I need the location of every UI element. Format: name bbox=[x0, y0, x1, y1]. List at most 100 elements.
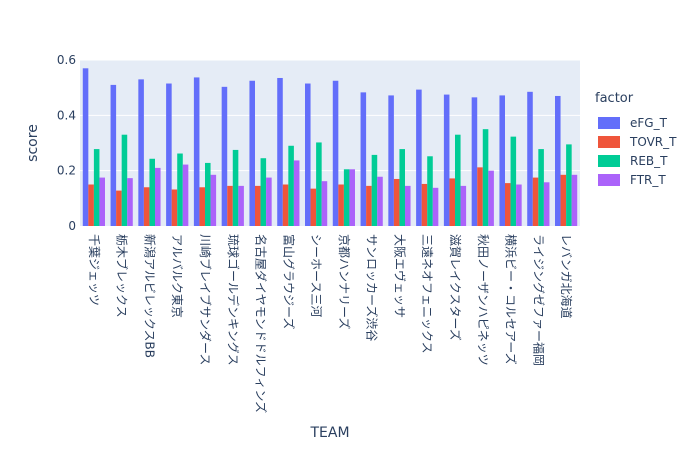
bar-tovr-t bbox=[477, 167, 483, 226]
bar-efg-t bbox=[499, 95, 505, 226]
x-tick-label: 横浜ビー・コルセアーズ bbox=[504, 234, 519, 365]
bar-ftr-t bbox=[432, 187, 439, 226]
x-tick-label: 川崎ブレイブサンダース bbox=[198, 234, 213, 365]
x-axis-title: TEAM bbox=[309, 425, 349, 441]
bar-tovr-t bbox=[255, 185, 261, 226]
bar-ftr-t bbox=[266, 177, 272, 226]
y-tick-label: 0 bbox=[68, 219, 76, 233]
plot-background bbox=[80, 60, 580, 226]
grid-lines bbox=[80, 59, 580, 172]
bar-reb-t bbox=[427, 156, 433, 226]
bar-reb-t bbox=[232, 149, 239, 226]
bar-reb-t bbox=[177, 153, 183, 226]
x-axis-ticks: 千葉ジェッツ 栃木ブレックス 新潟アルビレックスBB アルバルク東京 川崎ブレイブサンダ… bbox=[87, 234, 574, 413]
bar-ftr-t bbox=[405, 185, 411, 226]
bar-reb-t bbox=[93, 149, 100, 226]
bar-efg-t bbox=[221, 86, 228, 226]
y-tick-label: 0.2 bbox=[57, 164, 76, 178]
x-tick-label: 栃木ブレックス bbox=[115, 234, 130, 318]
bar-ftr-t bbox=[543, 182, 550, 226]
x-tick-label: 三遠ネオフェニックス bbox=[420, 234, 434, 354]
bar-efg-t bbox=[443, 94, 450, 226]
bar-tovr-t bbox=[560, 174, 567, 226]
bar-efg-t bbox=[416, 89, 422, 226]
bar-efg-t bbox=[555, 95, 561, 226]
bar-efg-t bbox=[138, 79, 144, 226]
bar-tovr-t bbox=[310, 188, 317, 226]
bar-reb-t bbox=[121, 134, 128, 226]
bar-ftr-t bbox=[488, 170, 494, 226]
bar-ftr-t bbox=[127, 178, 133, 226]
bar-ftr-t bbox=[155, 167, 161, 226]
bar-ftr-t bbox=[349, 169, 355, 226]
x-tick-label: 秋田ノーザンハピネッツ bbox=[476, 234, 490, 366]
bar-efg-t bbox=[110, 84, 117, 227]
bar-efg-t bbox=[332, 80, 339, 226]
x-tick-label: シーホース三河 bbox=[309, 234, 323, 317]
bar-ftr-t bbox=[516, 184, 522, 226]
legend-label: FTR_T bbox=[630, 173, 666, 187]
x-tick-label: 名古屋ダイヤモンドドルフィンズ bbox=[254, 234, 269, 413]
x-tick-label: 滋賀レイクスターズ bbox=[448, 234, 463, 341]
bar-efg-t bbox=[360, 92, 367, 227]
bar-reb-t bbox=[260, 158, 267, 226]
bar-efg-t bbox=[82, 68, 89, 226]
y-tick-label: 0.4 bbox=[57, 108, 76, 122]
bar-reb-t bbox=[482, 129, 489, 226]
bar-ftr-t bbox=[293, 160, 300, 226]
bar-tovr-t bbox=[421, 183, 428, 226]
bar-ftr-t bbox=[210, 174, 217, 226]
y-tick-label: 0.6 bbox=[57, 53, 76, 67]
bar-efg-t bbox=[471, 97, 478, 226]
bar-reb-t bbox=[371, 154, 378, 226]
legend-swatch bbox=[598, 155, 620, 167]
legend-label: eFG_T bbox=[630, 116, 668, 130]
bar-ftr-t bbox=[460, 185, 467, 226]
bar-efg-t bbox=[277, 77, 283, 226]
bar-reb-t bbox=[566, 144, 572, 226]
bar-efg-t bbox=[166, 83, 172, 227]
x-tick-label: 大阪エヴェッサ bbox=[392, 234, 407, 318]
bar-tovr-t bbox=[116, 190, 122, 226]
x-tick-label: 京都ハンナリーズ bbox=[337, 234, 352, 329]
bar-efg-t bbox=[193, 77, 200, 227]
bars bbox=[82, 68, 578, 227]
bar-tovr-t bbox=[282, 184, 289, 226]
bar-tovr-t bbox=[88, 184, 94, 226]
bar-efg-t bbox=[249, 80, 255, 226]
y-axis-ticks: 0 0.2 0.4 0.6 bbox=[57, 53, 76, 233]
x-tick-label: レバンガ北海道 bbox=[559, 234, 574, 319]
legend: factor eFG_T TOVR_T REB_T FTR_T bbox=[595, 91, 677, 187]
bar-reb-t bbox=[399, 149, 405, 226]
bar-tovr-t bbox=[227, 185, 233, 226]
legend-label: TOVR_T bbox=[629, 135, 677, 149]
bar-ftr-t bbox=[182, 164, 189, 226]
bar-tovr-t bbox=[143, 187, 150, 226]
bar-ftr-t bbox=[321, 181, 328, 226]
x-tick-label: ライジングゼファー福岡 bbox=[531, 234, 546, 366]
x-tick-label: 富山グラウジーズ bbox=[281, 234, 296, 329]
bar-tovr-t bbox=[338, 184, 344, 226]
x-tick-label: アルバルク東京 bbox=[170, 234, 184, 318]
bar-reb-t bbox=[205, 162, 211, 226]
bar-tovr-t bbox=[366, 185, 372, 226]
x-tick-label: 新潟アルビレックスBB bbox=[142, 234, 157, 358]
bar-ftr-t bbox=[238, 185, 244, 226]
bar-reb-t bbox=[149, 158, 155, 226]
x-tick-label: 琉球ゴールデンキングス bbox=[226, 234, 241, 366]
bar-efg-t bbox=[388, 95, 394, 226]
bar-tovr-t bbox=[532, 177, 539, 226]
bar-efg-t bbox=[527, 91, 533, 226]
bar-reb-t bbox=[510, 136, 517, 226]
bar-tovr-t bbox=[505, 183, 511, 226]
x-tick-label: 千葉ジェッツ bbox=[87, 234, 101, 306]
bar-tovr-t bbox=[393, 178, 400, 226]
bar-reb-t bbox=[455, 134, 461, 226]
bar-ftr-t bbox=[571, 174, 578, 226]
bar-reb-t bbox=[288, 145, 294, 226]
legend-items: eFG_T TOVR_T REB_T FTR_T bbox=[598, 116, 677, 187]
bar-ftr-t bbox=[377, 176, 383, 226]
legend-swatch bbox=[598, 117, 620, 129]
